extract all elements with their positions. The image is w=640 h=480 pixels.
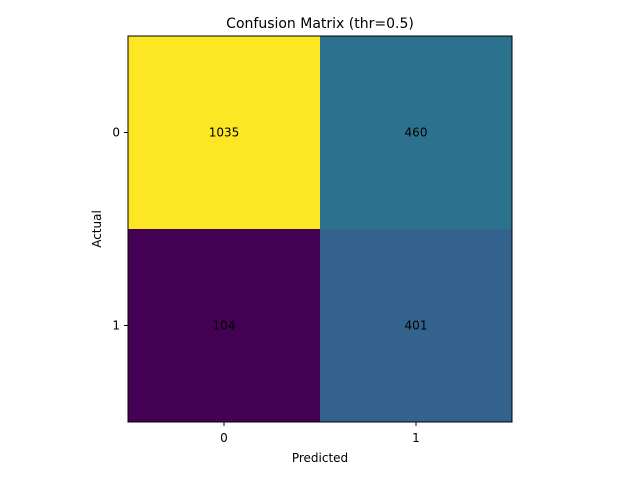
- x-tick-label-1: 1: [412, 431, 420, 445]
- x-tick-label-0: 0: [220, 431, 228, 445]
- y-axis-label: Actual: [90, 210, 104, 248]
- heatmap-cell-labels: 1035 460 104 401: [209, 126, 428, 333]
- chart-title: Confusion Matrix (thr=0.5): [226, 16, 414, 32]
- cell-value-r0-c0: 1035: [209, 126, 240, 140]
- x-axis-label: Predicted: [292, 451, 348, 465]
- y-tick-label-1: 1: [112, 319, 120, 333]
- heatmap-cell-r0-c0: [128, 36, 320, 229]
- heatmap-cells: [128, 36, 512, 422]
- y-axis-ticks: 01: [112, 126, 128, 333]
- cell-value-r1-c1: 401: [405, 319, 428, 333]
- y-tick-label-0: 0: [112, 126, 120, 140]
- plot-frame: [127, 35, 513, 423]
- cell-value-r0-c1: 460: [405, 126, 428, 140]
- cell-value-r1-c0: 104: [213, 319, 236, 333]
- heatmap-cell-r1-c1: [320, 229, 512, 422]
- heatmap-cell-r1-c0: [128, 229, 320, 422]
- heatmap-cell-r0-c1: [320, 36, 512, 229]
